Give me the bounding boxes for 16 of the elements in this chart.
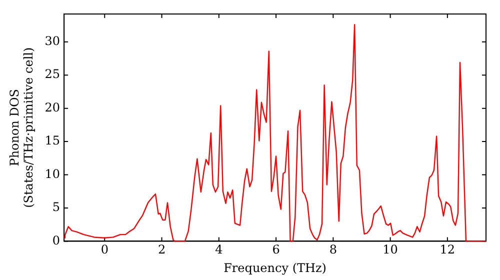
y-tick-label: 30 [44, 34, 60, 48]
x-tick-label: 6 [272, 242, 280, 257]
x-tick-label: 0 [100, 242, 108, 257]
x-tick-label: 2 [158, 242, 166, 257]
y-tick-label: 15 [44, 134, 60, 148]
x-tick-label: 8 [329, 242, 337, 257]
y-tick-label: 0 [52, 233, 60, 248]
x-tick-label: 10 [382, 242, 398, 257]
x-tick-label: 12 [440, 242, 456, 257]
x-axis-title: Frequency (THz) [224, 260, 326, 275]
y-tick-label: 25 [44, 67, 60, 82]
y-axis-title: Phonon DOS (States/THz·primitive cell) [7, 47, 36, 208]
y-tick-label: 10 [44, 166, 60, 181]
y-tick-label: 5 [52, 200, 60, 214]
x-tick-label: 4 [215, 242, 224, 257]
y-tick-label: 20 [44, 100, 60, 114]
